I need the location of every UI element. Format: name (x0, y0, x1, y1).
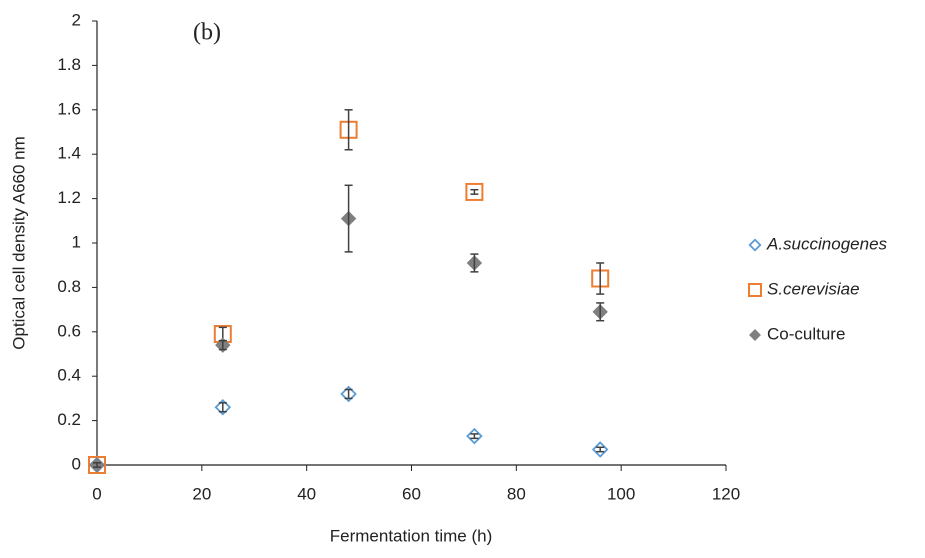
y-tick-label: 0.8 (57, 277, 81, 296)
error-bar (470, 188, 479, 195)
error-bar (344, 184, 353, 253)
error-bar (470, 433, 479, 440)
marker (466, 427, 483, 445)
x-tick-label: 100 (607, 484, 635, 503)
x-axis-label: Fermentation time (h) (330, 526, 493, 545)
y-tick-label: 0.6 (57, 321, 81, 340)
y-tick-label: 0.2 (57, 410, 81, 429)
legend-label: Co-culture (767, 324, 845, 343)
y-tick-label: 1.2 (57, 188, 81, 207)
error-bar (218, 339, 227, 351)
marker (465, 182, 484, 201)
y-tick-label: 2 (72, 10, 81, 29)
error-bar (93, 462, 101, 468)
error-bar (218, 402, 227, 413)
y-tick-label: 1.6 (57, 99, 81, 118)
marker (591, 441, 609, 458)
y-tick-label: 1.4 (57, 144, 81, 163)
error-bar (470, 253, 479, 273)
legend-label: A.succinogenes (766, 234, 888, 253)
x-tick-label: 120 (712, 484, 740, 503)
y-axis-label: Optical cell density A660 nm (9, 136, 28, 350)
error-bar (344, 388, 353, 400)
y-tick-label: 1 (72, 232, 81, 251)
marker (214, 399, 232, 416)
error-bar (596, 262, 605, 295)
y-tick-label: 0.4 (57, 366, 81, 385)
error-bar (596, 302, 605, 322)
y-tick-label: 0 (72, 454, 81, 473)
legend-marker (749, 329, 761, 341)
legend-label: S.cerevisiae (767, 279, 860, 298)
x-tick-label: 20 (192, 484, 211, 503)
x-tick-label: 80 (507, 484, 526, 503)
marker (340, 385, 357, 403)
x-tick-label: 60 (402, 484, 421, 503)
y-tick-label: 1.8 (57, 55, 81, 74)
annotation: (b) (193, 20, 221, 46)
legend-marker (748, 238, 762, 252)
x-tick-label: 40 (297, 484, 316, 503)
error-bar (344, 109, 353, 151)
x-tick-label: 0 (92, 484, 101, 503)
marker (88, 456, 106, 474)
error-bar (596, 446, 605, 453)
legend-marker (748, 283, 762, 297)
